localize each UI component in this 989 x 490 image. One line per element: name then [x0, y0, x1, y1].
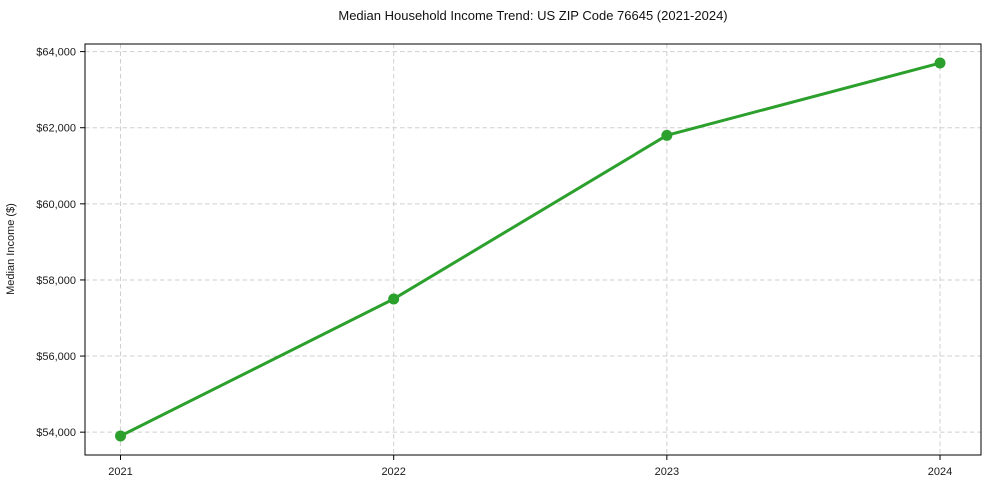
y-tick-label: $54,000	[36, 427, 76, 439]
data-point-2022	[388, 293, 400, 305]
y-tick-label: $62,000	[36, 123, 76, 135]
x-tick-label: 2022	[381, 466, 405, 478]
y-tick-label: $64,000	[36, 47, 76, 59]
y-axis-label: Median Income ($)	[5, 203, 17, 295]
y-tick-label: $56,000	[36, 351, 76, 363]
data-point-2021	[115, 430, 127, 442]
y-tick-label: $60,000	[36, 199, 76, 211]
data-point-2024	[934, 57, 946, 69]
y-tick-label: $58,000	[36, 275, 76, 287]
x-tick-label: 2023	[655, 466, 679, 478]
x-tick-label: 2021	[108, 466, 132, 478]
plot-border	[84, 43, 982, 456]
chart-title: Median Household Income Trend: US ZIP Co…	[338, 8, 728, 23]
plot-area: $54,000 $56,000 $58,000 $60,000 $62,000 $64,0…	[36, 43, 982, 478]
data-point-2023	[661, 129, 673, 141]
trend-line	[119, 61, 942, 438]
x-tick-label: 2024	[928, 466, 952, 478]
